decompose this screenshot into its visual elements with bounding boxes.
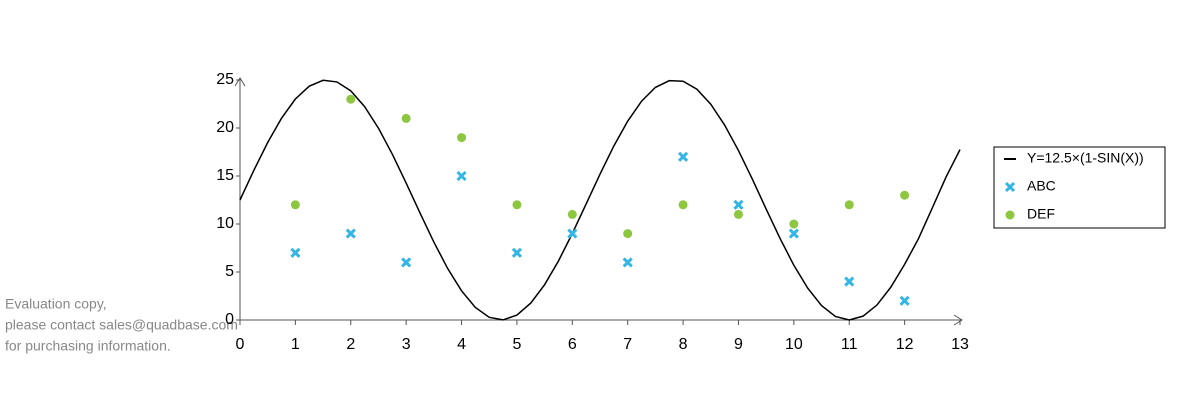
x-marker bbox=[401, 257, 412, 268]
dot-marker bbox=[512, 200, 522, 210]
y-tick-label: 20 bbox=[216, 119, 234, 136]
dot-marker bbox=[733, 209, 743, 219]
y-tick-label: 10 bbox=[216, 215, 234, 232]
x-tick-label: 4 bbox=[457, 336, 466, 353]
x-tick-label: 12 bbox=[896, 336, 914, 353]
dot-marker bbox=[1005, 210, 1015, 220]
x-tick-label: 6 bbox=[568, 336, 577, 353]
y-axis-arrow bbox=[234, 77, 246, 87]
x-tick-label: 5 bbox=[512, 336, 521, 353]
function-line bbox=[239, 79, 961, 321]
legend-label: DEF bbox=[1027, 206, 1055, 222]
x-tick-label: 11 bbox=[841, 336, 858, 353]
dot-marker bbox=[290, 200, 300, 210]
x-marker bbox=[733, 199, 744, 210]
x-tick-label: 3 bbox=[402, 336, 411, 353]
x-tick-label: 0 bbox=[236, 336, 245, 353]
y-tick-label: 15 bbox=[216, 167, 234, 184]
x-marker bbox=[678, 151, 689, 162]
watermark: please contact sales@quadbase.com bbox=[5, 317, 238, 333]
dot-marker bbox=[457, 133, 467, 143]
dot-marker bbox=[678, 200, 688, 210]
dot-marker bbox=[844, 200, 854, 210]
x-marker bbox=[1004, 181, 1016, 193]
y-tick-label: 5 bbox=[225, 263, 234, 280]
watermark: for purchasing information. bbox=[5, 338, 171, 354]
x-tick-label: 13 bbox=[951, 336, 969, 353]
x-tick-label: 10 bbox=[785, 336, 803, 353]
x-marker bbox=[345, 228, 356, 239]
x-marker bbox=[456, 170, 467, 182]
x-tick-label: 8 bbox=[679, 336, 688, 353]
dot-marker bbox=[789, 219, 799, 229]
x-marker bbox=[899, 295, 910, 306]
watermark: Evaluation copy, bbox=[5, 296, 107, 312]
dot-marker bbox=[567, 209, 577, 219]
dot-marker bbox=[401, 113, 411, 123]
legend bbox=[993, 146, 1166, 229]
x-tick-label: 1 bbox=[291, 336, 300, 353]
x-marker bbox=[622, 257, 633, 268]
y-tick-label: 0 bbox=[225, 311, 234, 328]
legend-label: ABC bbox=[1027, 178, 1056, 194]
x-tick-label: 2 bbox=[346, 336, 355, 353]
y-tick-label: 25 bbox=[216, 71, 234, 88]
x-tick-label: 9 bbox=[734, 336, 743, 353]
x-marker bbox=[290, 247, 301, 258]
dot-marker bbox=[346, 94, 356, 104]
x-tick-label: 7 bbox=[623, 336, 632, 353]
x-marker bbox=[788, 228, 799, 239]
x-marker bbox=[844, 276, 855, 287]
x-marker bbox=[567, 228, 578, 239]
legend-label: Y=12.5×(1-SIN(X)) bbox=[1027, 150, 1144, 166]
x-marker bbox=[511, 247, 522, 258]
x-axis-arrow bbox=[953, 314, 963, 326]
dot-marker bbox=[900, 190, 910, 200]
dot-marker bbox=[623, 229, 633, 239]
